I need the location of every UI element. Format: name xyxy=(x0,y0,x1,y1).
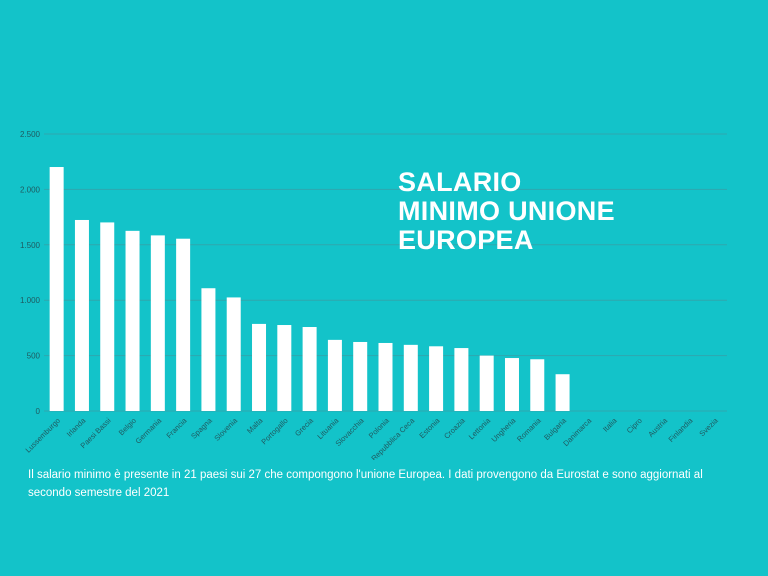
x-tick-label: Danimarca xyxy=(561,415,594,448)
x-tick-label: Finlandia xyxy=(667,415,695,443)
bars xyxy=(49,167,570,411)
x-tick-label: Slovenia xyxy=(212,415,239,442)
bar xyxy=(378,342,393,411)
bar xyxy=(479,355,494,411)
bar xyxy=(176,238,191,411)
bar xyxy=(100,222,115,411)
bar xyxy=(150,235,165,411)
x-tick-label: Lussemburgo xyxy=(24,416,63,455)
x-tick-label: Repubblica Ceca xyxy=(369,415,416,460)
x-tick-label: Romania xyxy=(515,415,543,443)
bar xyxy=(454,348,469,411)
x-tick-label: Slovacchia xyxy=(334,415,367,448)
x-tick-label: Svezia xyxy=(697,415,720,438)
bar xyxy=(277,325,292,411)
minimum-wage-bar-chart: 0 500 1.000 1.500 2.000 2.500 Lussemburgo Irla… xyxy=(20,130,727,460)
bar xyxy=(226,297,241,411)
x-tick-label: Spagna xyxy=(189,415,214,440)
bar xyxy=(201,288,216,411)
y-tick-label: 1.000 xyxy=(20,296,41,305)
x-tick-label: Portogallo xyxy=(259,416,289,446)
y-axis-tick-labels: 0 500 1.000 1.500 2.000 2.500 xyxy=(20,130,41,416)
x-tick-label: Estonia xyxy=(417,415,442,440)
bar xyxy=(353,341,368,411)
bar xyxy=(530,359,545,411)
x-tick-label: Cipro xyxy=(625,416,644,435)
y-tick-label: 1.500 xyxy=(20,241,41,250)
x-tick-label: Grecia xyxy=(293,415,316,438)
chart-title-line-1: SALARIO xyxy=(398,167,522,197)
chart-title-line-3: EUROPEA xyxy=(398,225,534,255)
x-tick-label: Belgio xyxy=(117,416,138,437)
x-tick-label: Italia xyxy=(601,415,619,433)
y-tick-label: 2.000 xyxy=(20,185,41,194)
chart-title-line-2: MINIMO UNIONE xyxy=(398,196,615,226)
bar xyxy=(429,346,444,411)
bar xyxy=(555,374,570,411)
y-tick-label: 500 xyxy=(27,352,41,361)
bar xyxy=(125,230,140,411)
bar xyxy=(327,339,342,411)
bar xyxy=(252,323,267,411)
bar xyxy=(49,167,64,411)
y-tick-label: 2.500 xyxy=(20,130,41,139)
bar xyxy=(504,358,519,411)
bar xyxy=(403,344,418,411)
x-tick-label: Polonia xyxy=(367,415,392,440)
x-tick-label: Austria xyxy=(646,415,669,438)
y-tick-label: 0 xyxy=(36,407,41,416)
x-tick-label: Malta xyxy=(245,415,265,435)
x-tick-label: Francia xyxy=(164,415,189,440)
chart-caption: Il salario minimo è presente in 21 paesi… xyxy=(28,469,703,499)
chart-title: SALARIO MINIMO UNIONE EUROPEA xyxy=(398,168,615,255)
x-tick-label: Germania xyxy=(134,415,164,445)
bar xyxy=(74,219,89,411)
x-tick-label: Irlanda xyxy=(65,415,88,438)
x-tick-label: Ungheria xyxy=(490,415,518,443)
x-tick-label: Croazia xyxy=(442,415,467,440)
bar xyxy=(302,327,317,411)
